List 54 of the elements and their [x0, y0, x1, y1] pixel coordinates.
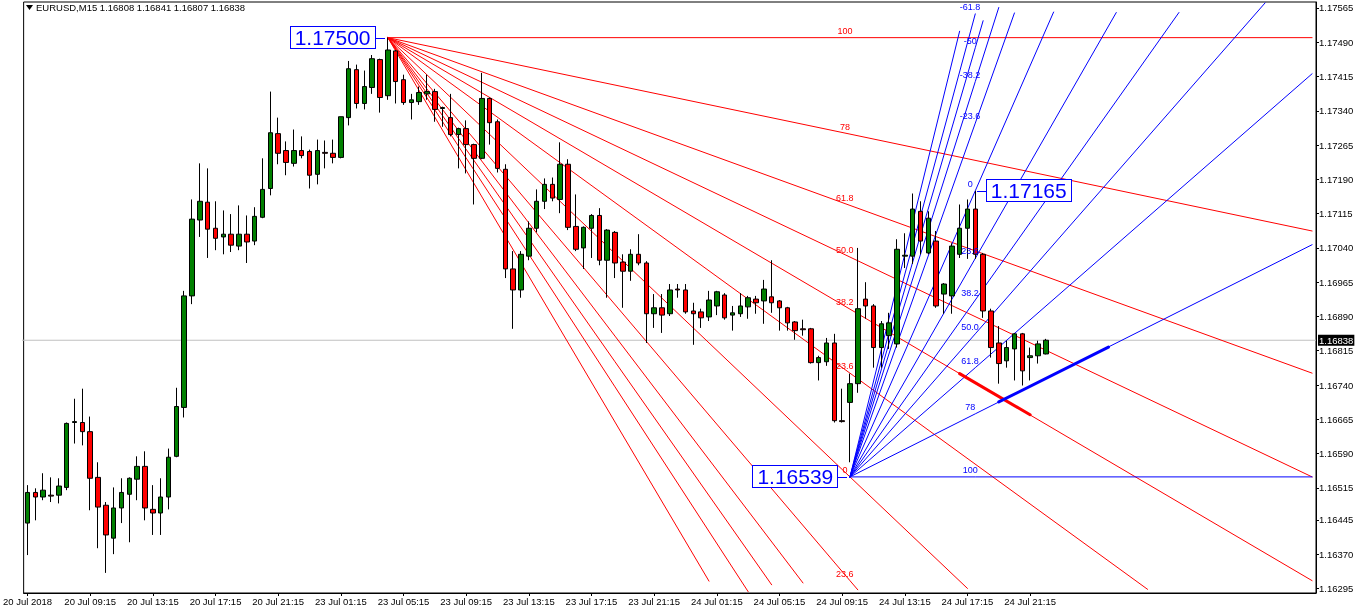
annotation: 1.16539 [752, 465, 839, 489]
x-tick-label: 23 Jul 13:15 [502, 595, 555, 607]
y-tick-label: 1.17340 [1319, 105, 1354, 117]
annotation: 1.17500 [289, 26, 376, 50]
x-tick-label: 23 Jul 05:15 [377, 595, 430, 607]
series-label: -61.8 [959, 1, 981, 12]
x-tick-label: 23 Jul 09:15 [440, 595, 493, 607]
y-tick-label: 1.17415 [1319, 71, 1354, 82]
series-label: 50.0 [961, 321, 979, 332]
annotation: 1.17165 [985, 179, 1072, 203]
y-tick-label: 1.17115 [1319, 208, 1353, 220]
x-tick-label: 24 Jul 09:15 [816, 595, 869, 607]
y-tick-label: 1.17565 [1319, 2, 1354, 14]
series-label: 38.2 [961, 288, 979, 298]
series-label: 50.0 [835, 245, 854, 256]
series-label: 100 [962, 464, 978, 475]
series-label: 23.6 [835, 568, 854, 579]
x-tick-label: 20 Jul 09:15 [64, 595, 117, 607]
y-tick-label: 1.17490 [1319, 36, 1354, 48]
series-label: 61.8 [961, 355, 979, 366]
x-tick-label: 23 Jul 17:15 [565, 595, 618, 607]
y-tick-label: 1.17265 [1319, 139, 1354, 151]
x-tick-label: 24 Jul 17:15 [941, 595, 994, 607]
x-tick-label: 24 Jul 01:15 [690, 595, 743, 607]
series-label: 61.8 [835, 193, 854, 204]
series-label: 100 [837, 25, 853, 36]
x-tick-label: 24 Jul 13:15 [878, 595, 931, 607]
series-label: 0 [842, 464, 848, 475]
x-tick-label: 24 Jul 21:15 [1004, 595, 1056, 607]
x-tick-label: 20 Jul 17:15 [189, 595, 242, 607]
series-label: 38.2 [835, 297, 854, 308]
x-tick-label: 20 Jul 21:15 [252, 595, 305, 607]
y-tick-label: 1.16295 [1319, 582, 1354, 594]
y-tick-label: 1.16445 [1319, 514, 1354, 526]
ref-line-label: 1.16838 [1319, 334, 1354, 346]
series-label: 0 [967, 178, 973, 189]
x-tick-label: 23 Jul 21:15 [628, 595, 681, 607]
x-tick-label: 23 Jul 01:15 [314, 595, 367, 607]
x-tick-label: 24 Jul 05:15 [753, 595, 806, 607]
y-tick-label: 1.16515 [1319, 482, 1354, 494]
x-tick-label: 20 Jul 13:15 [126, 595, 179, 607]
y-tick-label: 1.16890 [1319, 310, 1354, 322]
y-tick-label: 1.16965 [1319, 276, 1354, 288]
y-tick-label: 1.16590 [1319, 448, 1354, 460]
y-tick-label: 1.17190 [1319, 173, 1354, 185]
x-tick-label: 20 Jul 2018 [2, 595, 53, 607]
y-tick-label: 1.16740 [1319, 379, 1354, 391]
y-tick-label: 1.16370 [1319, 548, 1354, 560]
y-tick-label: 1.17040 [1319, 242, 1354, 254]
chart-title: EURUSD,M15 1.16808 1.16841 1.16807 1.16838 [36, 1, 246, 13]
y-tick-label: 1.16665 [1319, 413, 1354, 425]
series-label: 78 [839, 122, 850, 133]
y-tick-label: 1.16815 [1319, 345, 1354, 357]
series-label: 78 [965, 401, 976, 412]
